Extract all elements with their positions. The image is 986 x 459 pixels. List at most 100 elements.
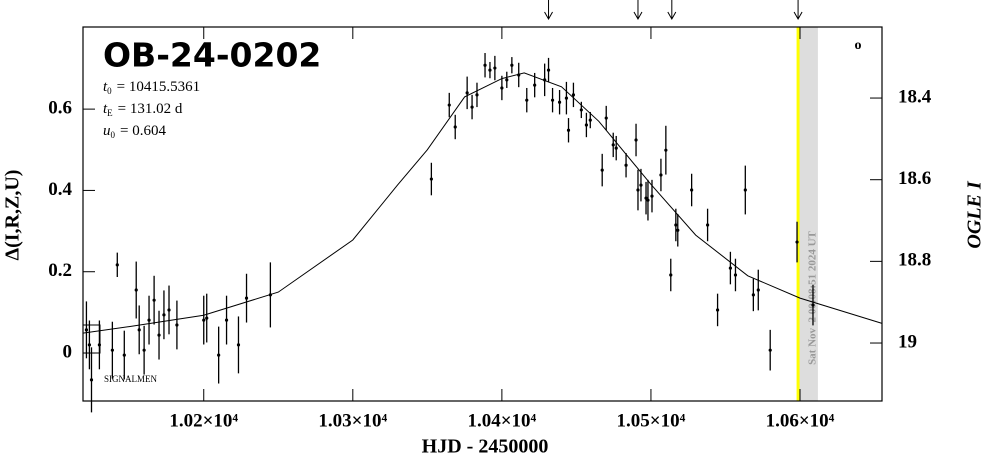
- data-point: [664, 148, 668, 152]
- data-point: [669, 273, 673, 277]
- x-tick-label: 1.02×10⁴: [169, 410, 238, 431]
- data-point: [588, 118, 592, 122]
- data-point: [224, 318, 229, 322]
- data-point: [217, 353, 221, 357]
- signalmen-bracket: [83, 324, 101, 354]
- alert-arrow: [667, 0, 677, 21]
- data-point: [768, 348, 772, 352]
- data-point: [546, 68, 551, 72]
- data-point: [236, 343, 241, 347]
- data-point: [152, 298, 156, 302]
- data-point: [84, 328, 89, 332]
- data-point: [505, 78, 509, 82]
- data-point: [175, 323, 179, 327]
- param-symbol: t: [103, 101, 108, 117]
- data-point: [137, 328, 141, 332]
- data-point: [488, 68, 492, 72]
- y2-tick-label: 18.6: [898, 168, 931, 189]
- x-tick-label: 1.05×10⁴: [617, 410, 686, 431]
- data-point: [429, 177, 433, 181]
- data-point: [157, 333, 161, 337]
- param-value: = 10415.5361: [117, 79, 200, 95]
- data-point: [543, 78, 547, 82]
- data-point: [110, 348, 114, 352]
- y2-axis-label: OGLE I: [964, 180, 986, 248]
- y2-tick-label: 18.4: [898, 86, 932, 107]
- data-point: [644, 196, 648, 200]
- y-tick-label: 0.4: [48, 179, 72, 200]
- data-point: [465, 91, 469, 95]
- data-point: [493, 66, 497, 70]
- fit-parameter: u0 = 0.604: [103, 123, 166, 140]
- data-point: [483, 63, 487, 67]
- data-point: [202, 318, 206, 322]
- data-point: [705, 223, 710, 227]
- data-point: [676, 228, 680, 232]
- data-point: [639, 183, 643, 187]
- data-point: [571, 93, 576, 97]
- data-point: [743, 188, 747, 192]
- plot-frame: [82, 26, 883, 402]
- y-tick-label: 0.2: [48, 260, 72, 281]
- param-symbol: t: [103, 79, 108, 95]
- data-point: [453, 125, 457, 129]
- data-point: [244, 296, 249, 300]
- data-point: [674, 223, 678, 227]
- data-point: [650, 194, 654, 198]
- data-point: [624, 163, 628, 167]
- data-point: [579, 108, 583, 112]
- data-point: [604, 116, 608, 120]
- data-point: [147, 318, 151, 322]
- data-point: [584, 123, 588, 127]
- data-point: [715, 308, 720, 312]
- data-point: [550, 98, 555, 102]
- data-point: [728, 266, 732, 270]
- x-tick-label: 1.03×10⁴: [318, 410, 387, 431]
- chart-title: OB-24-0202: [103, 36, 321, 75]
- plot-layer: Sat Nov 2 00:08:51 2024 UT1.02×10⁴1.03×1…: [48, 0, 932, 431]
- signalmen-label: SIGNALMEN: [104, 374, 157, 384]
- data-point: [525, 98, 529, 102]
- x-tick-label: 1.04×10⁴: [467, 410, 536, 431]
- data-point: [87, 343, 92, 347]
- data-point: [510, 63, 514, 67]
- y2-tick-label: 19: [898, 331, 917, 352]
- data-point: [533, 83, 537, 87]
- param-value: = 131.02 d: [118, 101, 183, 117]
- marker-label: o: [855, 38, 862, 53]
- param-subscript: E: [107, 108, 113, 118]
- data-point: [97, 343, 101, 347]
- fit-parameter: t0 = 10415.5361: [103, 79, 200, 96]
- data-point: [811, 303, 815, 307]
- param-value: = 0.604: [120, 123, 166, 139]
- model-curve: [82, 72, 883, 334]
- param-subscript: 0: [107, 86, 112, 96]
- data-point: [115, 263, 119, 267]
- data-point: [134, 288, 138, 292]
- data-point: [611, 143, 615, 147]
- param-subscript: 0: [111, 130, 116, 140]
- alert-arrow: [633, 0, 643, 21]
- y-tick-label: 0: [63, 341, 73, 362]
- data-point: [205, 316, 209, 320]
- data-point: [500, 86, 504, 90]
- data-point: [733, 273, 738, 277]
- data-point: [517, 73, 521, 77]
- alert-arrow: [793, 0, 803, 21]
- data-point: [756, 288, 760, 292]
- data-point: [600, 168, 604, 172]
- data-point: [690, 188, 694, 192]
- data-point: [167, 308, 171, 312]
- alert-arrow: [544, 0, 553, 21]
- param-symbol: u: [103, 123, 111, 139]
- data-point: [634, 138, 638, 142]
- data-point: [162, 313, 166, 317]
- data-point: [268, 293, 272, 297]
- data-point: [636, 188, 640, 192]
- data-point: [557, 100, 562, 104]
- data-point: [795, 240, 799, 244]
- data-point: [475, 93, 479, 97]
- x-axis-label: HJD - 2450000: [422, 436, 549, 458]
- data-point: [122, 353, 126, 357]
